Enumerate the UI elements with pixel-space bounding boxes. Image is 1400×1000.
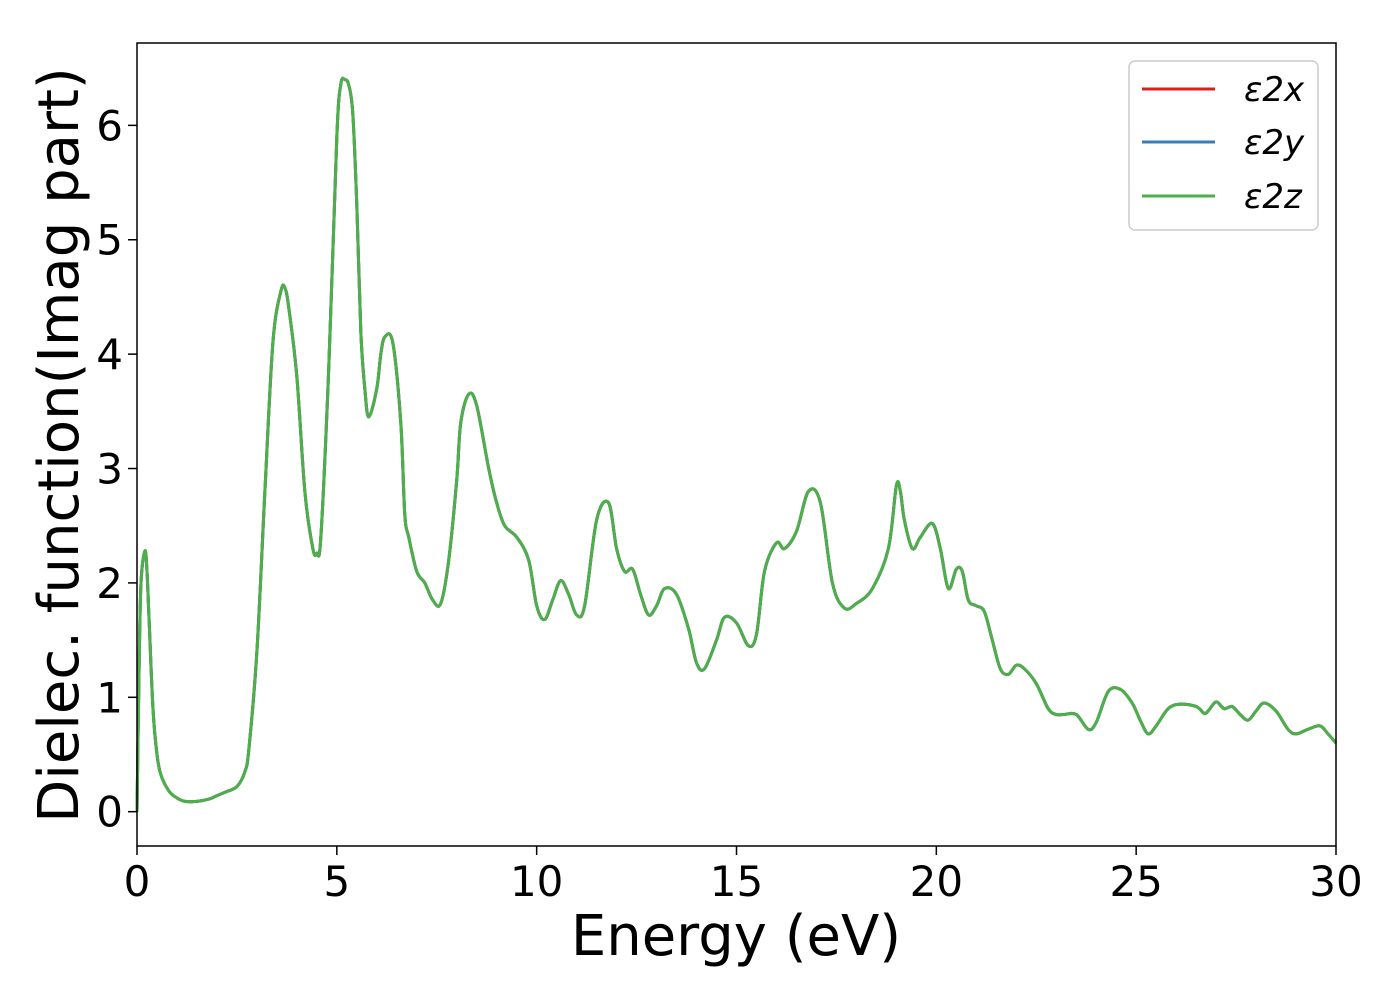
series-line-z: [135, 76, 1338, 812]
y-tick-label: 3: [96, 445, 123, 494]
legend-label-z: ε2z: [1244, 177, 1303, 217]
x-tick-label: 5: [323, 857, 350, 906]
x-tick-label: 25: [1109, 857, 1162, 906]
y-tick-label: 1: [96, 673, 123, 722]
x-tick-label: 20: [910, 857, 963, 906]
y-axis-ticks: 0 1 2 3 4 5 6: [96, 101, 137, 837]
legend-label-x: ε2x: [1244, 70, 1305, 110]
x-tick-label: 10: [510, 857, 563, 906]
y-tick-label: 4: [96, 330, 123, 379]
x-axis-title: Energy (eV): [571, 904, 901, 969]
series-layer: [135, 76, 1338, 812]
x-tick-label: 30: [1309, 857, 1362, 906]
legend-box: [1128, 60, 1319, 231]
x-axis-ticks: 0 5 10 15 20 25 30: [124, 846, 1363, 906]
y-tick-label: 5: [96, 216, 123, 265]
y-tick-label: 0: [96, 788, 123, 837]
y-tick-label: 2: [96, 559, 123, 608]
x-tick-label: 0: [124, 857, 151, 906]
y-tick-label: 6: [96, 101, 123, 150]
y-axis-title: Dielec. function(Imag part): [27, 67, 92, 823]
x-tick-label: 15: [710, 857, 763, 906]
legend: ε2x ε2y ε2z: [1128, 60, 1319, 231]
legend-label-y: ε2y: [1244, 123, 1305, 163]
